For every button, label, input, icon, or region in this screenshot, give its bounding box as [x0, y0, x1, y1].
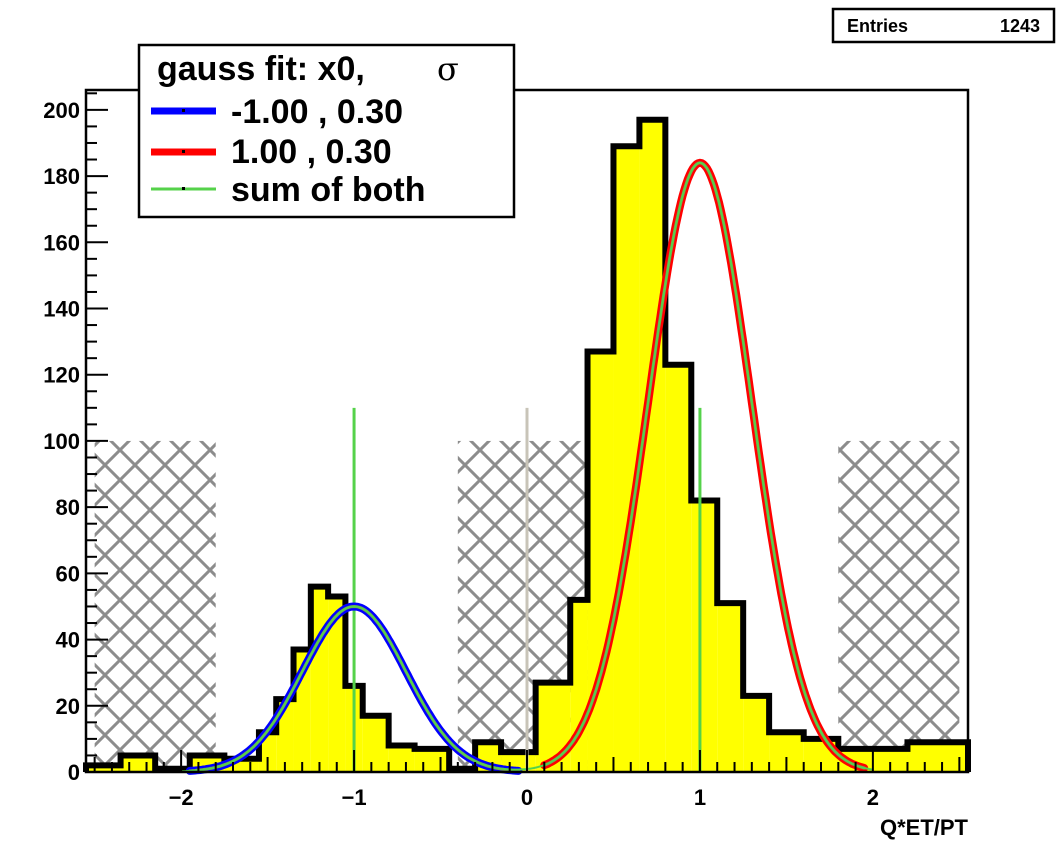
y-tick-label: 160: [43, 230, 80, 255]
stats-entries-label: Entries: [847, 16, 908, 36]
legend-dot-blue: [182, 109, 185, 112]
histogram-bin: [691, 500, 718, 772]
histogram-bin: [665, 364, 692, 772]
y-tick-label: 200: [43, 98, 80, 123]
histogram-bin: [872, 748, 908, 772]
histogram-bin: [86, 765, 121, 772]
y-tick-label: 40: [56, 628, 80, 653]
y-tick-label: 180: [43, 164, 80, 189]
legend-label-blue: -1.00 , 0.30: [231, 93, 403, 131]
legend-label-red: 1.00 , 0.30: [231, 133, 392, 171]
legend-dot-red: [182, 150, 185, 153]
x-tick-label: 1: [694, 785, 706, 810]
stats-box: Entries 1243: [831, 7, 1056, 44]
y-tick-label: 120: [43, 363, 80, 388]
histogram-bin: [907, 742, 968, 772]
stats-entries-value: 1243: [1000, 16, 1040, 36]
y-tick-label: 60: [56, 561, 80, 586]
legend-header-sigma: σ: [437, 50, 459, 88]
legend-label-green: sum of both: [231, 171, 426, 209]
excluded-region-0: [94, 440, 216, 772]
x-tick-label: −1: [342, 785, 367, 810]
x-axis-title: Q*ET/PT: [880, 815, 969, 840]
x-tick-label: 0: [521, 785, 533, 810]
x-tick-label: 2: [867, 785, 879, 810]
excluded-region-2: [838, 440, 960, 772]
axes: 0 20 40 60 80 100 120 140 160 180 200 −2 −1 0 1 2: [43, 92, 961, 810]
histogram-bin: [328, 596, 346, 772]
stats-box-frame: [831, 7, 1056, 44]
histogram-bin: [717, 603, 744, 772]
y-tick-label: 80: [56, 495, 80, 520]
histogram-bin: [743, 695, 770, 772]
legend-dot-green: [182, 187, 185, 190]
histogram-bin: [613, 146, 640, 772]
y-tick-label: 140: [43, 297, 80, 322]
y-tick-label: 100: [43, 429, 80, 454]
legend-entry-blue: -1.00 , 0.30: [151, 93, 403, 131]
histogram-bin: [388, 745, 415, 772]
y-tick-label: 20: [56, 694, 80, 719]
x-tick-label: −2: [169, 785, 194, 810]
histogram-bin: [414, 748, 450, 772]
legend-header: gauss fit: x0,: [157, 50, 365, 88]
histogram-bin: [362, 715, 389, 772]
legend-entry-red: 1.00 , 0.30: [151, 133, 392, 171]
legend-entry-green: sum of both: [151, 171, 426, 209]
vertical-markers: [352, 407, 702, 772]
y-tick-label: 0: [68, 760, 80, 785]
histogram-outline: [83, 116, 971, 772]
legend: gauss fit: x0, σ -1.00 , 0.30 1.00 , 0.3…: [137, 43, 516, 219]
